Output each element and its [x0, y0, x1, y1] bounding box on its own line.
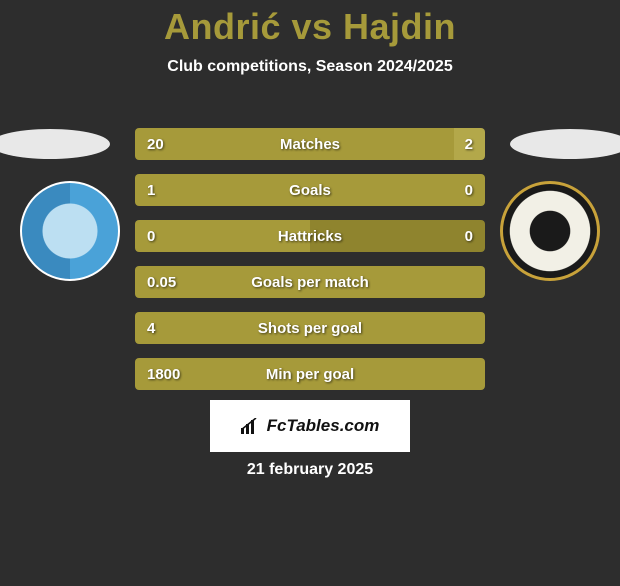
chart-icon — [241, 418, 261, 434]
stat-row: 1 Goals 0 — [135, 174, 485, 206]
page-subtitle: Club competitions, Season 2024/2025 — [0, 58, 620, 76]
stat-label: Min per goal — [135, 358, 485, 390]
stat-row: 1800 Min per goal — [135, 358, 485, 390]
comparison-bars: 20 Matches 2 1 Goals 0 0 Hattricks 0 0.0… — [135, 128, 485, 404]
stat-row: 0 Hattricks 0 — [135, 220, 485, 252]
stat-label: Hattricks — [135, 220, 485, 252]
stat-value-right: 0 — [465, 220, 473, 252]
stat-label: Goals per match — [135, 266, 485, 298]
club-badge-right — [500, 181, 600, 281]
club-badge-left — [20, 181, 120, 281]
watermark: FcTables.com — [210, 400, 410, 452]
stat-value-right: 2 — [465, 128, 473, 160]
page-title: Andrić vs Hajdin — [0, 6, 620, 48]
watermark-text: FcTables.com — [267, 416, 380, 436]
stat-row: 20 Matches 2 — [135, 128, 485, 160]
stat-label: Goals — [135, 174, 485, 206]
player-photo-right — [510, 129, 620, 159]
stat-row: 4 Shots per goal — [135, 312, 485, 344]
stat-label: Matches — [135, 128, 485, 160]
date-label: 21 february 2025 — [0, 461, 620, 479]
player-photo-left — [0, 129, 110, 159]
stat-row: 0.05 Goals per match — [135, 266, 485, 298]
stat-value-right: 0 — [465, 174, 473, 206]
stat-label: Shots per goal — [135, 312, 485, 344]
